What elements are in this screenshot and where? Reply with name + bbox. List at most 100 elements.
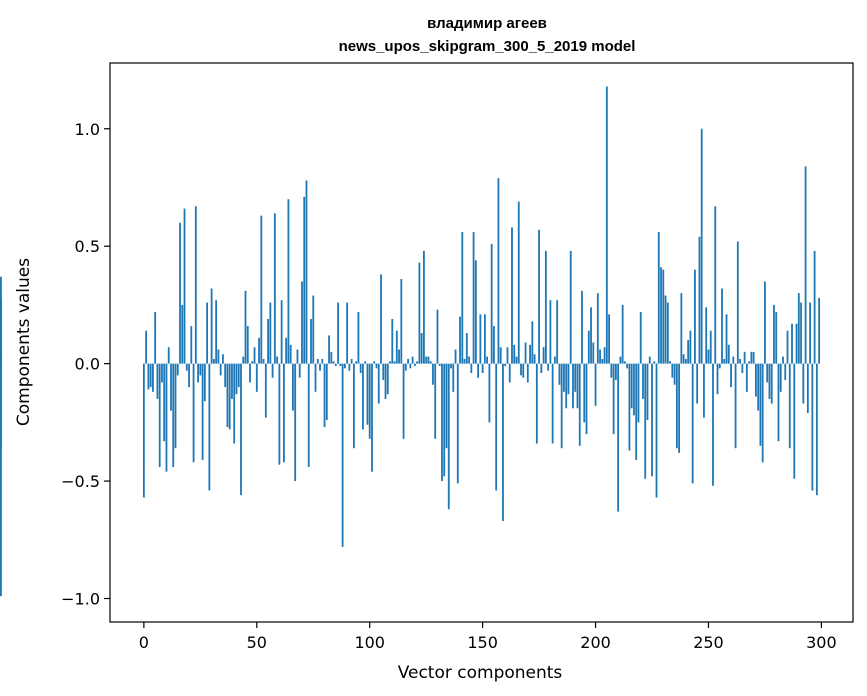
bar-61 [280,300,283,364]
bar-252 [712,363,714,486]
bar-169 [524,342,527,364]
bar-171 [529,344,531,364]
bar-124 [423,250,425,364]
bar-100 [368,363,371,439]
bar-50 [255,363,258,392]
bar-288 [793,363,796,479]
bar-115 [402,363,405,439]
bar-16 [179,222,181,364]
bar-96 [359,363,362,374]
bar-222 [644,363,647,479]
bar-198 [590,307,592,364]
bar-142 [463,358,466,364]
bar-82 [328,335,330,364]
bar-156 [495,363,498,491]
bar-270 [752,351,755,364]
bar-120 [413,363,416,366]
bar-8 [161,363,163,383]
bar-134 [445,363,448,449]
bar-30 [210,288,213,364]
bar-105 [380,274,382,364]
bar-199 [592,342,595,364]
bar-70 [301,281,303,364]
bar-26 [201,363,204,460]
bar-6 [156,363,159,399]
bar-110 [391,319,394,364]
bar-216 [630,363,633,409]
bar-277 [768,363,771,399]
bar-17 [181,304,184,364]
bar-39 [231,363,233,399]
bar-203 [601,358,604,364]
bar-31 [212,358,215,364]
bar-1 [145,330,148,364]
bar-176 [540,363,543,374]
bar-0 [142,363,145,498]
bar-295 [809,302,811,364]
bar-194 [581,290,583,364]
bar-32 [215,300,218,364]
bar-140 [459,316,461,364]
bar-65 [289,344,292,364]
bar-86 [337,302,339,364]
bar-123 [420,333,423,364]
bar-279 [773,304,775,364]
bar-146 [472,232,475,364]
bar-33 [217,349,220,364]
bar-233 [669,361,671,364]
y-tick-label: −0.5 [61,472,100,491]
bar-154 [490,243,493,364]
bar-76 [314,363,317,392]
bar-78 [319,363,321,371]
bar-211 [619,356,622,364]
bar-249 [705,307,708,364]
bar-60 [278,363,281,465]
bar-247 [700,128,703,364]
bar-259 [727,344,730,364]
bar-148 [477,363,480,378]
bar-180 [549,300,552,364]
bar-188 [567,363,570,395]
bar-215 [628,363,631,451]
x-tick-label: 250 [693,633,724,652]
bar-2 [147,363,150,390]
y-tick-label: 0.5 [75,237,100,256]
bar-153 [488,363,491,423]
bar-276 [766,363,769,383]
bar-242 [689,330,692,364]
bar-191 [574,363,577,392]
bar-49 [253,347,256,364]
bar-116 [404,363,407,371]
bar-227 [655,363,658,498]
bar-119 [411,356,414,364]
bar-24 [197,363,199,383]
bar-113 [398,349,400,364]
bar-262 [734,363,737,449]
bar-283 [782,356,784,364]
bar-74 [310,319,312,364]
plot-frame [109,62,854,623]
bar-128 [432,363,434,385]
bar-232 [666,302,669,364]
bar-23 [194,206,197,364]
bar-77 [316,358,319,364]
bar-20 [188,363,190,388]
x-tick-label: 150 [467,633,498,652]
bar-37 [226,363,229,428]
bar-48 [251,361,254,364]
bar-185 [560,363,563,449]
bar-35 [222,354,224,364]
bar-149 [479,314,482,364]
bar-278 [770,363,773,404]
bar-106 [382,363,385,381]
bar-263 [736,241,739,364]
bar-238 [680,293,683,364]
bar-84 [332,361,335,364]
bar-80 [323,363,326,428]
bar-92 [350,358,353,364]
bar-129 [434,363,437,439]
bar-246 [698,236,701,364]
bar-147 [474,260,477,364]
bar-202 [599,349,601,364]
